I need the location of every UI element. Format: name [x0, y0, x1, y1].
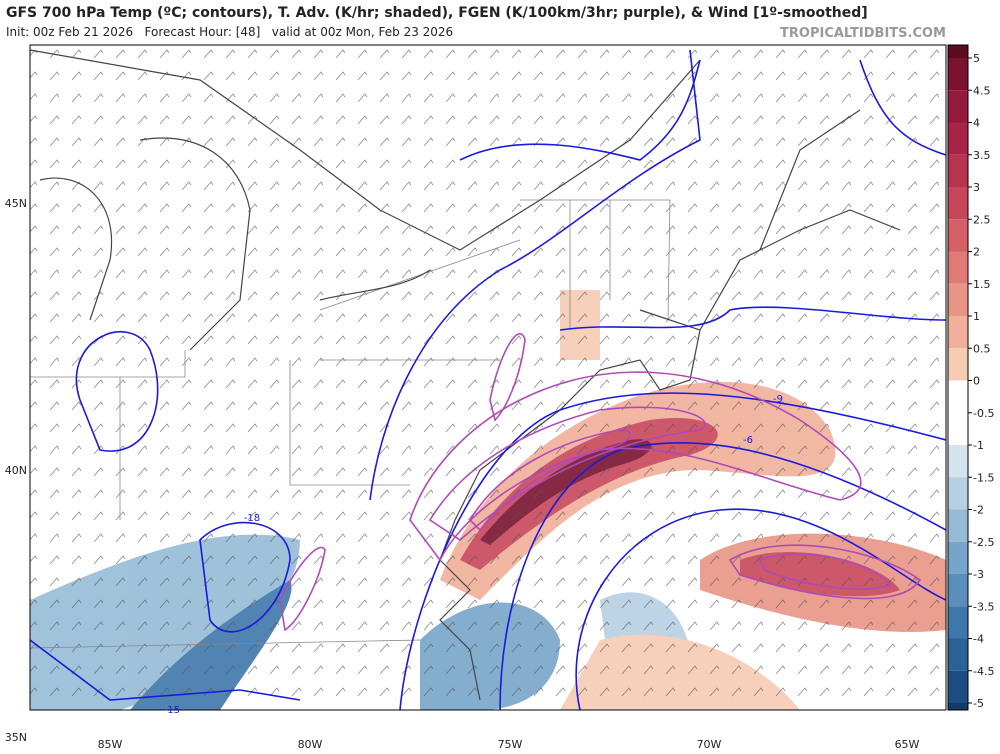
colorbar-label: -3.5	[973, 600, 994, 613]
colorbar-segment	[948, 90, 968, 123]
colorbar-segment	[948, 606, 968, 639]
latitude-label: 45N	[5, 197, 27, 210]
longitude-label: 65W	[895, 738, 920, 751]
contour-label: -18	[244, 513, 260, 524]
map-frame	[29, 44, 947, 711]
colorbar-label: -1.5	[973, 471, 994, 484]
colorbar-label: 3.5	[973, 149, 991, 162]
colorbar-label: -4.5	[973, 665, 994, 678]
colorbar-label: -3	[973, 568, 984, 581]
colorbar-label: -0.5	[973, 407, 994, 420]
colorbar-label: 0.5	[973, 342, 991, 355]
colorbar-label: 1	[973, 310, 980, 323]
colorbar-segment	[948, 703, 968, 710]
colorbar-label: -2	[973, 504, 984, 517]
colorbar-label: 2.5	[973, 213, 991, 226]
colorbar-segment	[948, 45, 968, 58]
colorbar-segment	[948, 122, 968, 155]
colorbar-segment	[948, 477, 968, 510]
colorbar-label: 0	[973, 375, 980, 388]
watermark: TROPICALTIDBITS.COM	[780, 26, 946, 41]
colorbar-segment	[948, 219, 968, 252]
colorbar-segment	[948, 348, 968, 381]
colorbar-label: -1	[973, 439, 984, 452]
colorbar-label: 3	[973, 181, 980, 194]
colorbar-segment	[948, 154, 968, 187]
contour-label: -6	[743, 435, 753, 446]
colorbar-label: 4	[973, 117, 980, 130]
colorbar-segment	[948, 412, 968, 445]
colorbar-segment	[948, 58, 968, 91]
colorbar-segment	[948, 251, 968, 284]
longitude-label: 70W	[697, 738, 722, 751]
longitude-label: 80W	[298, 738, 323, 751]
colorbar-segment	[948, 445, 968, 478]
longitude-label: 75W	[498, 738, 523, 751]
subtitle: Init: 00z Feb 21 2026 Forecast Hour: [48…	[6, 25, 453, 39]
colorbar-label: 2	[973, 246, 980, 259]
longitude-label: 85W	[98, 738, 123, 751]
latitude-label: 35N	[5, 731, 27, 744]
colorbar-segment	[948, 574, 968, 607]
colorbar-segment	[948, 541, 968, 574]
colorbar-segment	[948, 509, 968, 542]
contour-label: -9	[773, 394, 783, 405]
colorbar-label: -2.5	[973, 536, 994, 549]
colorbar-label: 5	[973, 52, 980, 65]
contour-label: -15	[164, 705, 180, 716]
colorbar-segment	[948, 638, 968, 671]
latitude-label: 40N	[5, 464, 27, 477]
colorbar-segment	[948, 316, 968, 349]
title: GFS 700 hPa Temp (ºC; contours), T. Adv.…	[6, 5, 868, 21]
colorbar-label: 4.5	[973, 84, 991, 97]
colorbar-frame	[947, 44, 969, 711]
colorbar-segment	[948, 283, 968, 316]
colorbar-segment	[948, 380, 968, 413]
map-area	[30, 45, 946, 710]
colorbar-label: 1.5	[973, 278, 991, 291]
colorbar-label: -5	[973, 697, 984, 710]
colorbar-label: -4	[973, 633, 984, 646]
colorbar-segment	[948, 187, 968, 220]
colorbar-segment	[948, 670, 968, 703]
